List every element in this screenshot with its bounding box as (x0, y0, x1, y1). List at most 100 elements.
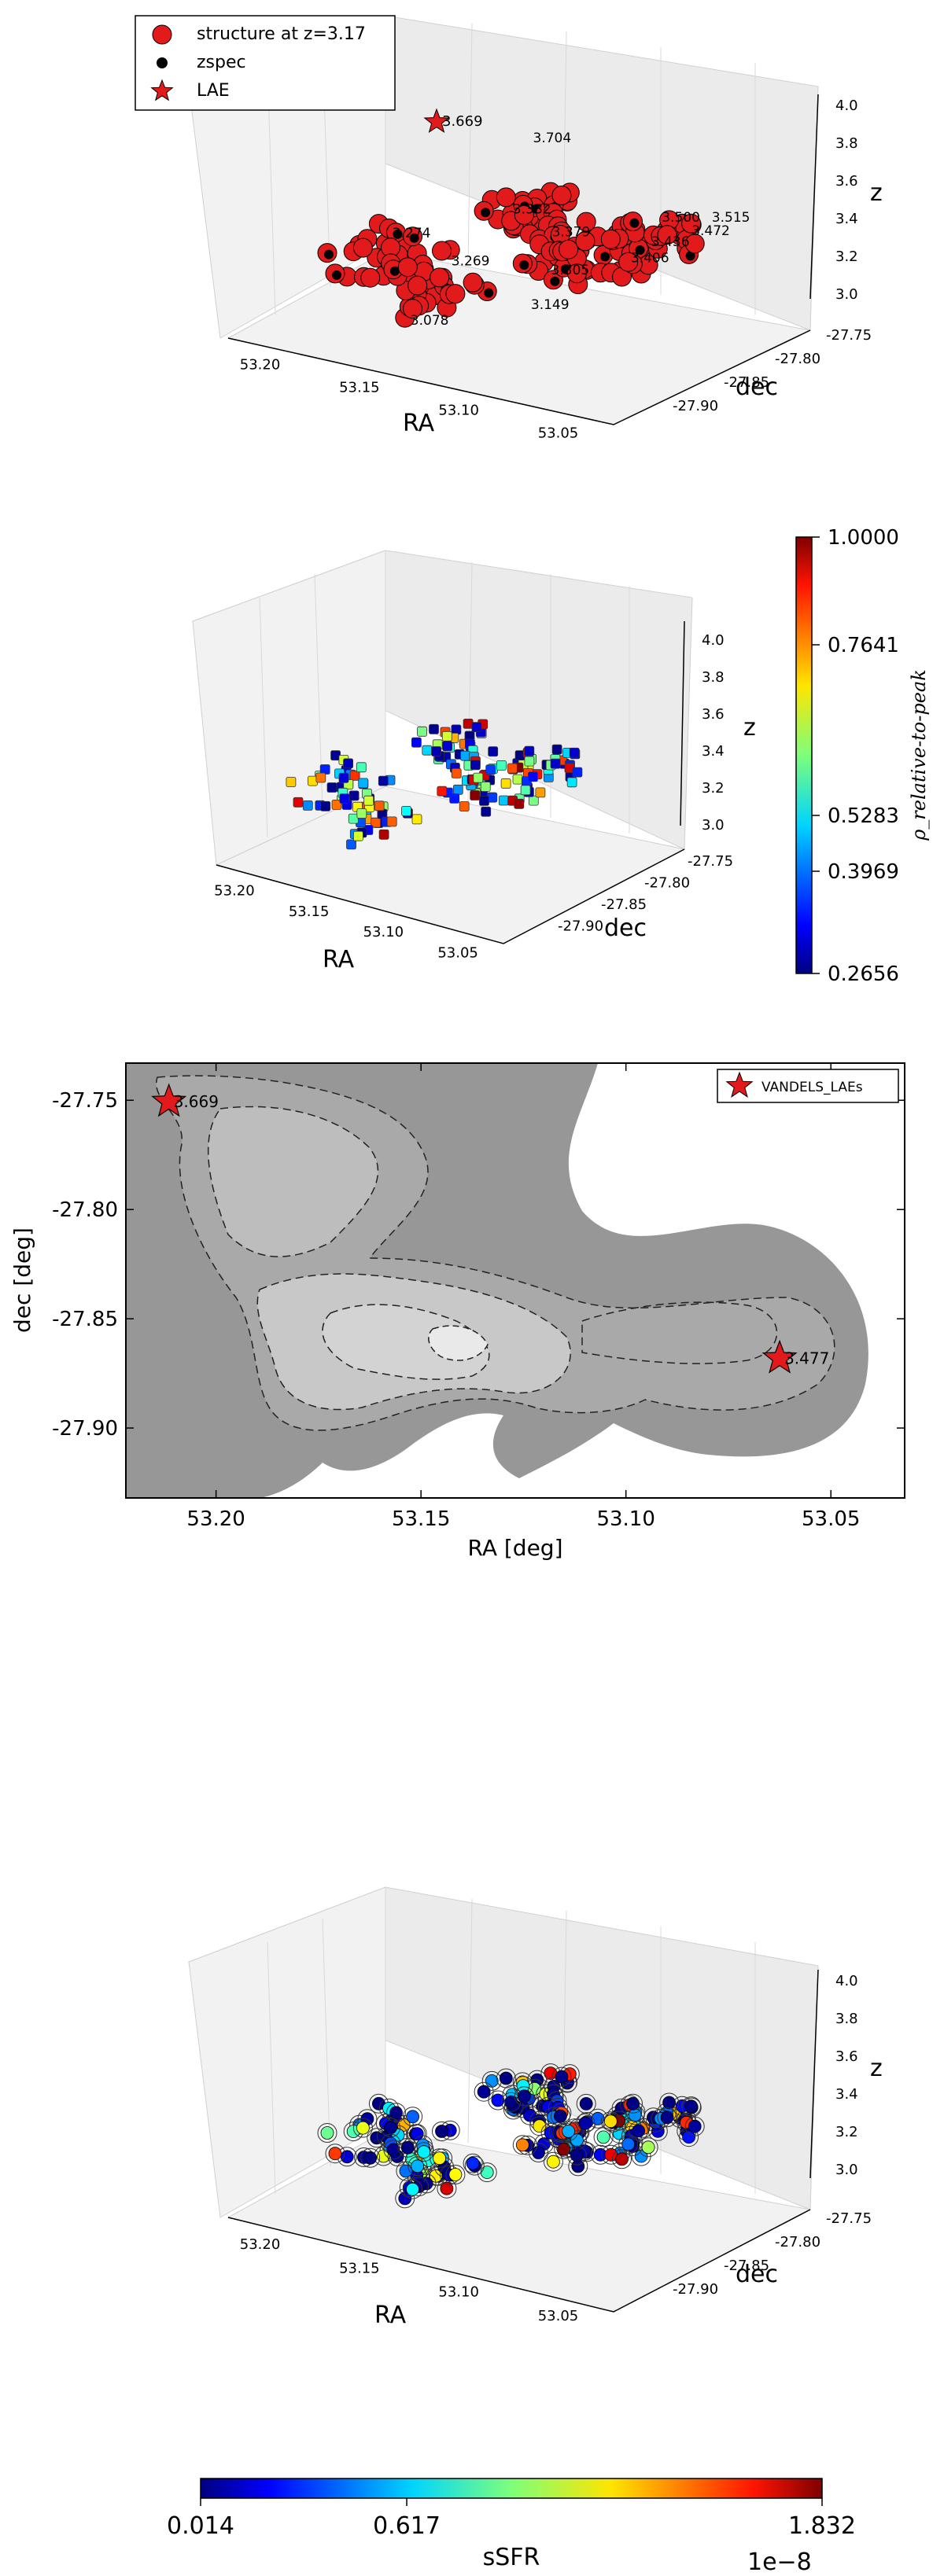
p1-structure-point (445, 284, 466, 304)
p4-colorbar-offset: 1e−8 (747, 2548, 812, 2576)
p1-structure-point (566, 263, 587, 284)
p2-density-point (480, 782, 491, 792)
p4-floor-axes (227, 2209, 811, 2313)
p4-ssfr-point (480, 2166, 494, 2180)
p4-z-tick: 4.0 (835, 1973, 858, 1989)
p1-x-ticks: 53.20 53.15 53.10 53.05 (240, 357, 578, 442)
p2-gridlines (259, 550, 630, 838)
p4-y-tick: -27.75 (826, 2210, 872, 2227)
p4-ssfr-point (570, 2148, 584, 2162)
p4-ssfr-point (641, 2140, 655, 2155)
p2-density-point (331, 800, 342, 810)
p2-density-point (286, 777, 297, 787)
p1-x-axis-label: RA (403, 410, 435, 437)
p1-annotation: 3.274 (393, 226, 431, 241)
p2-y-tick: -27.80 (644, 875, 690, 892)
p3-lae-star (151, 1083, 187, 1117)
p2-density-point (343, 758, 354, 769)
p4-point-ring (403, 2107, 423, 2127)
p4-ssfr-point (621, 2137, 636, 2151)
p4-point-ring (317, 2123, 337, 2143)
p1-structure-point (432, 241, 452, 261)
p4-z-tick: 3.8 (835, 2011, 858, 2027)
p4-gridlines (267, 1887, 756, 2195)
p4-x-tick: 53.05 (538, 2308, 579, 2324)
p2-density-point (485, 764, 496, 775)
p3-frame (125, 1062, 905, 1499)
p3-x-tick-label: 53.20 (186, 1507, 245, 1531)
p4-ssfr-point (533, 2119, 547, 2133)
p4-ssfr-point (485, 2074, 499, 2088)
p2-floor-axes (216, 848, 685, 944)
p2-colorbar-tick-label: 0.2656 (828, 962, 899, 986)
p4-ssfr-point (406, 2110, 419, 2124)
p1-structure-point (684, 234, 705, 254)
p4-ssfr-point (320, 2126, 334, 2140)
p1-z-tick: 3.8 (835, 135, 858, 152)
p1-floor-axes (227, 329, 811, 425)
p1-annotation: 3.472 (691, 223, 730, 239)
p2-x-tick: 53.05 (437, 944, 478, 961)
p1-z-axis-label: z (870, 179, 883, 207)
p2-density-point (463, 719, 474, 729)
p1-z-axis (809, 94, 819, 300)
p4-ssfr-point (632, 2124, 645, 2138)
p2-density-point (411, 814, 422, 825)
p4-point-ring (430, 2148, 450, 2169)
p1-structure-point (430, 267, 450, 288)
p2-density-point (442, 741, 452, 752)
p2-density-point (422, 745, 433, 756)
p4-x-tick: 53.10 (438, 2284, 479, 2301)
p1-z-tick: 3.2 (835, 248, 858, 265)
p1-structure-point (618, 252, 639, 272)
p2-density-point (460, 750, 470, 761)
p2-colorbar-tick-label: 1.0000 (828, 526, 899, 550)
p2-x-tick: 53.20 (214, 883, 255, 900)
p4-point-ring (618, 2134, 639, 2155)
p4-ssfr-point (389, 2106, 403, 2120)
p4-point-ring (464, 2155, 485, 2176)
p3-legend-marker (725, 1071, 754, 1098)
p4-point-ring (514, 2086, 534, 2107)
p1-structure-point (463, 272, 483, 293)
p4-ssfr-point (596, 2130, 610, 2144)
p1-x-tick: 53.20 (240, 357, 281, 374)
p1-structure-point (407, 275, 428, 296)
p4-point-ring (681, 2096, 702, 2117)
p4-ssfr-point (515, 2138, 529, 2152)
p4-ssfr-point (547, 2155, 560, 2169)
p2-density-point (346, 839, 356, 850)
p4-ssfr-point (466, 2156, 480, 2170)
p2-density-point (500, 778, 511, 789)
p1-legend-structure-marker (152, 24, 172, 45)
p4-point-ring (576, 2093, 596, 2114)
p4-point-ring (566, 2145, 587, 2166)
p4-z-axis-label: z (870, 2055, 883, 2082)
p4-ssfr-point (504, 2095, 518, 2109)
p4-ssfr-point (660, 2110, 674, 2125)
p2-density-point (481, 806, 492, 817)
p1-zspec-point (600, 252, 610, 262)
p1-zspec-point (389, 266, 400, 276)
p2-density-point (524, 756, 535, 767)
p2-density-point (386, 816, 397, 827)
p3-x-ticks: 53.20 53.15 53.10 53.05 (186, 1063, 860, 1531)
p1-zspec-point (481, 208, 491, 218)
p2-z-tick: 3.8 (702, 669, 725, 686)
p2-density-point (535, 787, 546, 798)
p4-z-tick: 3.4 (835, 2086, 858, 2103)
p1-structure-point (551, 186, 572, 205)
p1-annotation: 3.436 (651, 234, 690, 250)
p2-density-point (401, 806, 411, 816)
p2-density-point (572, 767, 583, 778)
p4-point-ring (551, 2066, 572, 2087)
p2-density-point (371, 817, 382, 828)
p3-level-5 (428, 1325, 489, 1361)
p4-colorbar-tick-label: 0.617 (373, 2512, 441, 2540)
p1-structure-point (600, 229, 621, 249)
p3-x-axis-label: RA [deg] (468, 1535, 563, 1561)
p2-z-tick: 3.0 (702, 817, 725, 834)
p2-density-point (374, 800, 385, 811)
p4-ssfr-point (517, 2089, 531, 2103)
